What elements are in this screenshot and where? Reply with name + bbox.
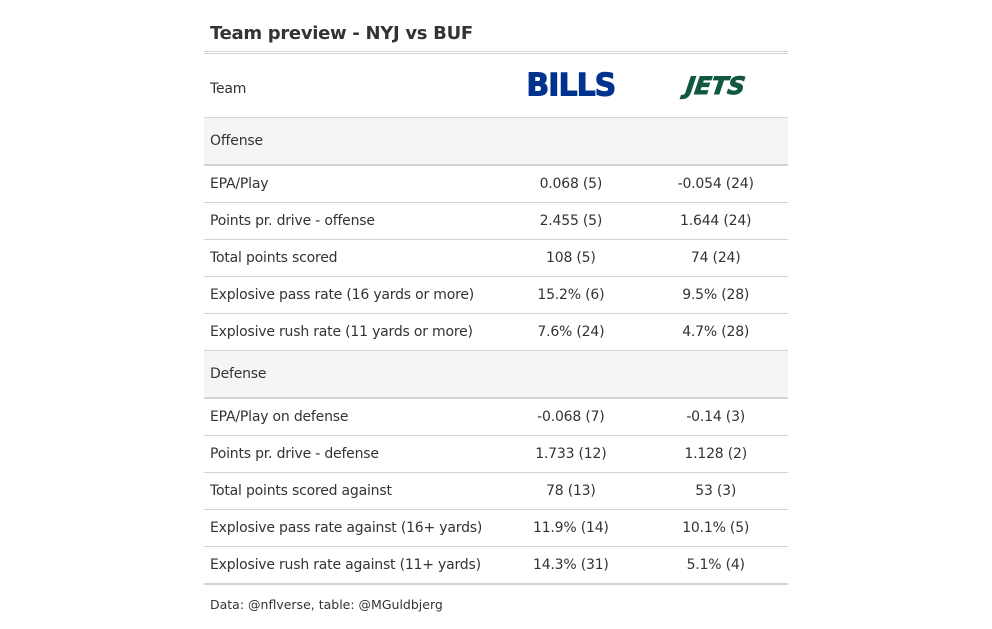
bills-logo-cell: BILLS: [498, 54, 644, 118]
jets-value: 1.644 (24): [643, 202, 788, 240]
bills-value: 2.455 (5): [498, 202, 644, 240]
jets-value: 5.1% (4): [643, 546, 788, 585]
jets-value: 10.1% (5): [643, 509, 788, 547]
jets-value: 74 (24): [643, 239, 788, 277]
title-divider: [204, 51, 788, 54]
table-row: Explosive rush rate against (11+ yards) 1…: [204, 546, 788, 585]
stats-table-container: Team preview - NYJ vs BUF Team BILLS JET…: [204, 20, 788, 612]
table-row: Points pr. drive - defense 1.733 (12) 1.12…: [204, 435, 788, 473]
jets-value: 4.7% (28): [643, 313, 788, 351]
group-empty-cell: [498, 117, 644, 166]
row-label: Explosive rush rate (11 yards or more): [204, 313, 499, 351]
group-label: Offense: [204, 117, 499, 166]
table-body: Team BILLS JETS Offense EPA/Play 0.068 (5)…: [204, 54, 788, 585]
header-row: Team BILLS JETS: [204, 54, 788, 118]
table-row: EPA/Play on defense -0.068 (7) -0.14 (3): [204, 398, 788, 436]
jets-value: 53 (3): [643, 472, 788, 510]
bills-value: 108 (5): [498, 239, 644, 277]
jets-value: -0.14 (3): [643, 398, 788, 436]
jets-logo: JETS: [684, 71, 748, 100]
group-row-offense: Offense: [204, 117, 788, 166]
bills-value: 14.3% (31): [498, 546, 644, 585]
group-empty-cell: [643, 117, 788, 166]
table-row: Explosive pass rate against (16+ yards) 1…: [204, 509, 788, 547]
row-label: Explosive pass rate (16 yards or more): [204, 276, 499, 314]
header-team-label: Team: [204, 54, 499, 118]
bills-value: 15.2% (6): [498, 276, 644, 314]
jets-value: -0.054 (24): [643, 165, 788, 203]
bills-value: 1.733 (12): [498, 435, 644, 473]
table-row: Points pr. drive - offense 2.455 (5) 1.644…: [204, 202, 788, 240]
bills-value: 11.9% (14): [498, 509, 644, 547]
group-empty-cell: [498, 350, 644, 399]
row-label: Explosive rush rate against (11+ yards): [204, 546, 499, 585]
row-label: EPA/Play: [204, 165, 499, 203]
row-label: Total points scored against: [204, 472, 499, 510]
table-row: Total points scored against 78 (13) 53 (3): [204, 472, 788, 510]
team-stats-table: Team BILLS JETS Offense EPA/Play 0.068 (5)…: [204, 54, 788, 585]
table-row: EPA/Play 0.068 (5) -0.054 (24): [204, 165, 788, 203]
table-row: Explosive rush rate (11 yards or more) 7.…: [204, 313, 788, 351]
row-label: Points pr. drive - offense: [204, 202, 499, 240]
row-label: Explosive pass rate against (16+ yards): [204, 509, 499, 547]
row-label: Points pr. drive - defense: [204, 435, 499, 473]
jets-value: 9.5% (28): [643, 276, 788, 314]
group-label: Defense: [204, 350, 499, 399]
bills-value: 0.068 (5): [498, 165, 644, 203]
group-empty-cell: [643, 350, 788, 399]
table-row: Explosive pass rate (16 yards or more) 15…: [204, 276, 788, 314]
group-row-defense: Defense: [204, 350, 788, 399]
bills-logo: BILLS: [526, 67, 617, 105]
source-note: Data: @nflverse, table: @MGuldbjerg: [210, 597, 443, 612]
jets-value: 1.128 (2): [643, 435, 788, 473]
jets-logo-cell: JETS: [643, 54, 788, 118]
row-label: Total points scored: [204, 239, 499, 277]
table-title: Team preview - NYJ vs BUF: [210, 23, 473, 44]
bills-value: 78 (13): [498, 472, 644, 510]
table-row: Total points scored 108 (5) 74 (24): [204, 239, 788, 277]
bills-value: -0.068 (7): [498, 398, 644, 436]
row-label: EPA/Play on defense: [204, 398, 499, 436]
bills-value: 7.6% (24): [498, 313, 644, 351]
